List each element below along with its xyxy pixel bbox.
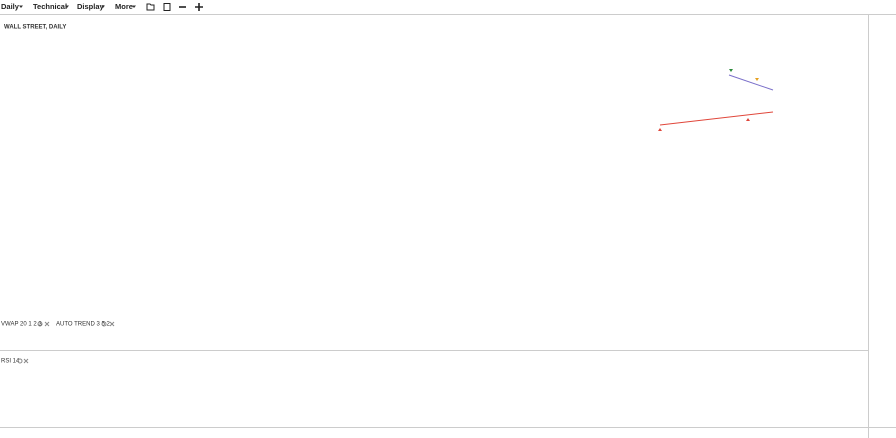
close-icon[interactable] bbox=[44, 321, 50, 327]
settings-icon[interactable] bbox=[37, 321, 43, 327]
zoom-in-icon[interactable] bbox=[195, 3, 203, 11]
chart-title: WALL STREET, DAILY bbox=[4, 25, 66, 31]
indicator-legend: AUTO TREND 3 5 2 bbox=[56, 322, 110, 328]
close-icon[interactable] bbox=[23, 358, 29, 364]
caret bbox=[65, 5, 69, 8]
indicator-legend: VWAP 20 1 2 3 bbox=[1, 322, 42, 328]
menu-more[interactable]: More bbox=[115, 2, 133, 11]
menu-daily[interactable]: Daily bbox=[1, 2, 20, 11]
close-icon[interactable] bbox=[109, 321, 115, 327]
trend-line bbox=[728, 74, 774, 91]
settings-icon[interactable] bbox=[17, 358, 23, 364]
caret bbox=[101, 5, 105, 8]
trend-marker bbox=[729, 69, 733, 72]
save-icon[interactable] bbox=[163, 3, 171, 11]
trend-line bbox=[659, 111, 774, 126]
menu-display[interactable]: Display bbox=[77, 2, 105, 11]
rsi-legend: RSI 14 bbox=[1, 359, 20, 365]
settings-icon[interactable] bbox=[101, 321, 107, 327]
trend-marker bbox=[755, 78, 759, 81]
caret bbox=[19, 5, 23, 8]
open-icon[interactable] bbox=[146, 3, 155, 11]
toolbar bbox=[0, 0, 896, 14]
menu-technical[interactable]: Technical bbox=[33, 2, 67, 11]
caret bbox=[132, 5, 136, 8]
